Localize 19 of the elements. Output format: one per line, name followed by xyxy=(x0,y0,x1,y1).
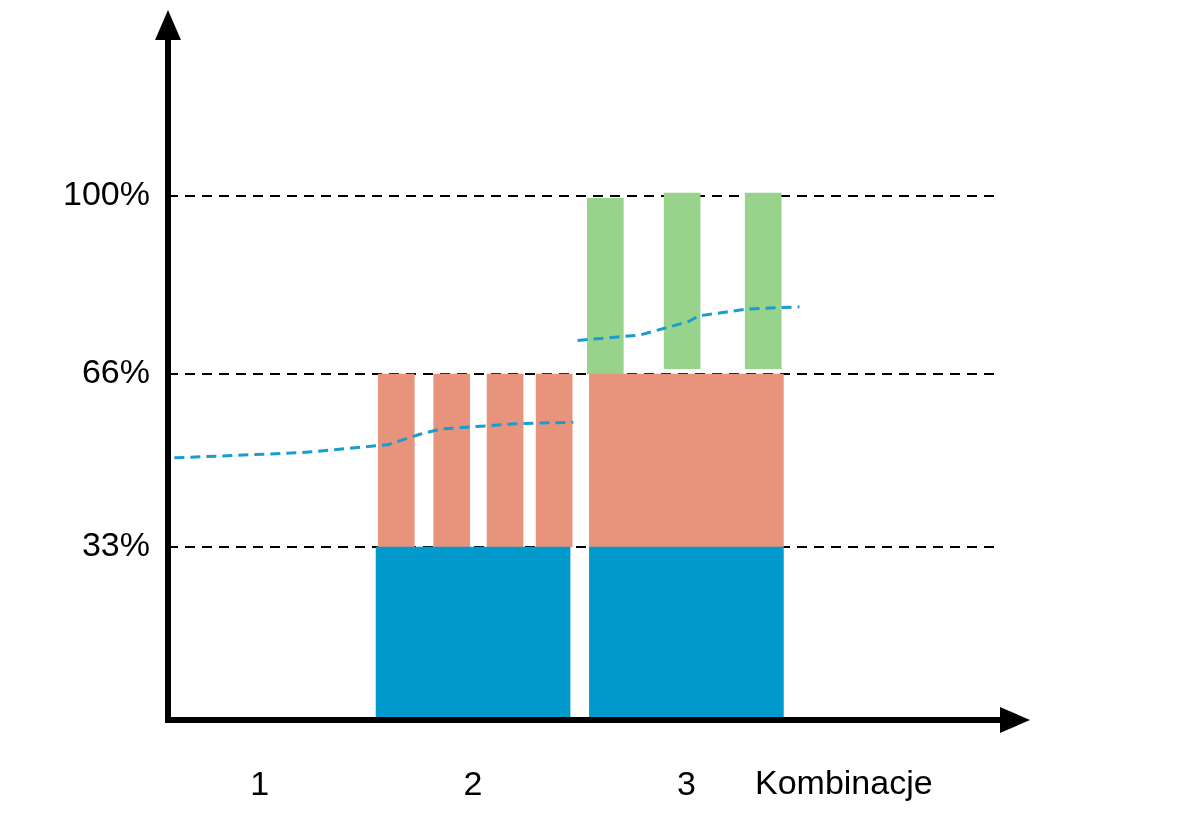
x-tick-label: 3 xyxy=(676,763,696,802)
bar xyxy=(486,373,524,548)
bar xyxy=(375,546,571,720)
x-axis-title: Kombinacje xyxy=(755,763,933,802)
bar xyxy=(433,373,471,548)
bar xyxy=(377,373,415,548)
bar xyxy=(589,546,784,720)
y-tick-label: 100% xyxy=(63,174,150,213)
bar xyxy=(663,192,701,370)
y-tick-label: 33% xyxy=(81,525,150,564)
line-series xyxy=(576,305,801,342)
line-series xyxy=(172,420,575,460)
y-tick-label: 66% xyxy=(81,352,150,391)
bar xyxy=(535,373,573,548)
x-tick-label: 1 xyxy=(250,763,270,802)
bar xyxy=(587,197,624,375)
bar xyxy=(744,192,782,370)
x-tick-label: 2 xyxy=(463,763,483,802)
bar xyxy=(589,373,784,548)
